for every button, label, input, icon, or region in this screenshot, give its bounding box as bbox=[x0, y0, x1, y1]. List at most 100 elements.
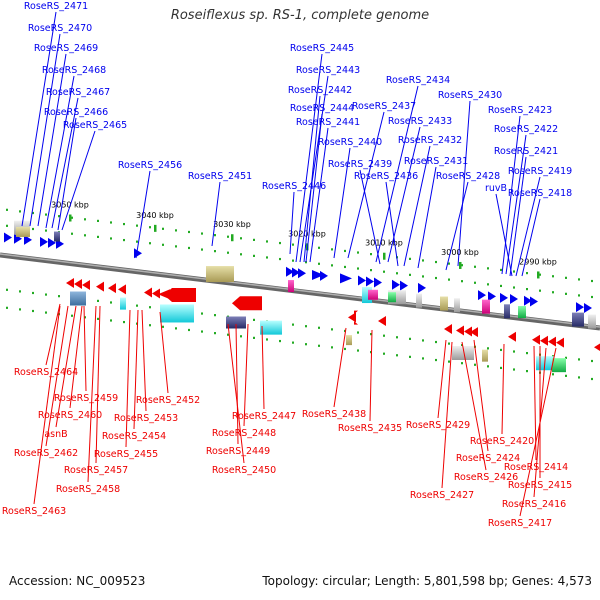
forward-gene-label: ruvB bbox=[485, 183, 507, 194]
reverse-gene-label: RoseRS_2426 bbox=[454, 472, 518, 483]
kbp-label: 3040 kbp bbox=[136, 211, 174, 220]
track-dot bbox=[461, 344, 463, 347]
track-dot bbox=[526, 287, 528, 291]
track-dot bbox=[344, 265, 346, 269]
leader-line bbox=[509, 156, 527, 277]
feature-box bbox=[362, 287, 372, 304]
leader-line bbox=[211, 181, 221, 247]
forward-gene-arrow bbox=[320, 270, 328, 281]
track-dot bbox=[214, 314, 216, 317]
leader-line bbox=[495, 193, 513, 277]
leader-line bbox=[45, 305, 69, 447]
track-dot bbox=[292, 259, 294, 262]
track-dot bbox=[318, 326, 320, 329]
forward-gene-label: RoseRS_2444 bbox=[290, 103, 354, 114]
track-dot bbox=[487, 365, 489, 368]
feature-box bbox=[572, 312, 584, 327]
track-dot bbox=[6, 224, 8, 227]
forward-gene-label: RoseRS_2436 bbox=[354, 171, 418, 182]
reverse-gene-arrow bbox=[82, 279, 90, 290]
track-dot bbox=[32, 211, 34, 215]
leader-line bbox=[385, 181, 399, 267]
forward-gene-label: RoseRS_2430 bbox=[438, 90, 502, 101]
track-dot bbox=[565, 276, 567, 279]
track-dot bbox=[500, 268, 502, 272]
track-dot bbox=[591, 359, 593, 363]
forward-gene-arrow bbox=[392, 279, 400, 290]
forward-gene-label: RoseRS_2442 bbox=[288, 85, 352, 96]
leader-line bbox=[521, 198, 541, 277]
leader-line bbox=[235, 323, 239, 445]
track-dot bbox=[292, 243, 294, 246]
track-dot bbox=[500, 348, 502, 352]
leader-line bbox=[261, 325, 265, 410]
reverse-gene-label: RoseRS_2462 bbox=[14, 448, 78, 459]
track-dot bbox=[370, 351, 372, 354]
track-dot bbox=[45, 311, 47, 314]
feature-box bbox=[504, 304, 510, 319]
feature-box bbox=[260, 320, 282, 335]
track-dot bbox=[136, 240, 138, 243]
reverse-gene-arrow bbox=[548, 336, 556, 347]
track-dot bbox=[409, 355, 411, 358]
track-dot bbox=[578, 376, 580, 379]
forward-gene-arrow bbox=[400, 280, 408, 291]
forward-gene-arrow bbox=[576, 302, 584, 313]
reverse-gene-arrow bbox=[108, 283, 116, 294]
reverse-gene-arrow bbox=[532, 334, 540, 345]
track-dot bbox=[552, 291, 554, 294]
reverse-gene-label: RoseRS_2454 bbox=[102, 431, 166, 442]
leader-line bbox=[133, 309, 139, 430]
leader-line bbox=[347, 111, 385, 259]
track-dot bbox=[136, 322, 138, 325]
track-dot bbox=[513, 368, 515, 371]
track-dot bbox=[227, 251, 229, 254]
track-dot bbox=[227, 235, 229, 238]
track-dot bbox=[383, 270, 385, 273]
track-dot bbox=[318, 262, 320, 265]
forward-gene-arrow bbox=[418, 282, 426, 293]
track-dot bbox=[305, 325, 307, 328]
reverse-gene-arrow bbox=[556, 337, 564, 348]
track-dot bbox=[448, 278, 450, 281]
reverse-gene-arrow bbox=[164, 287, 196, 302]
forward-gene-arrow bbox=[134, 248, 142, 259]
track-dot bbox=[370, 333, 372, 336]
track-dot bbox=[19, 290, 21, 293]
track-dot bbox=[292, 341, 294, 344]
feature-box bbox=[388, 292, 396, 303]
track-dot bbox=[71, 314, 73, 317]
track-dot bbox=[45, 229, 47, 232]
kbp-label: 2990 kbp bbox=[519, 257, 557, 266]
track-dot bbox=[487, 267, 489, 270]
forward-gene-label: RoseRS_2437 bbox=[352, 101, 416, 112]
leader-line bbox=[125, 309, 131, 448]
track-dot bbox=[6, 306, 8, 309]
leader-line bbox=[501, 343, 505, 435]
reverse-gene-label: RoseRS_2417 bbox=[488, 518, 552, 529]
track-dot bbox=[344, 329, 346, 333]
forward-gene-label: RoseRS_2441 bbox=[296, 117, 360, 128]
track-dot bbox=[474, 265, 476, 268]
track-dot bbox=[58, 215, 60, 218]
kbp-tick bbox=[154, 224, 157, 232]
track-dot bbox=[513, 350, 515, 353]
track-dot bbox=[214, 250, 216, 253]
track-dot bbox=[32, 227, 34, 231]
leader-line bbox=[387, 126, 421, 263]
leader-line bbox=[461, 341, 487, 471]
track-dot bbox=[513, 270, 515, 273]
forward-gene-label: RoseRS_2421 bbox=[494, 146, 558, 157]
genome-backbone bbox=[0, 252, 600, 331]
forward-gene-arrow bbox=[524, 295, 532, 306]
forward-gene-arrow bbox=[298, 268, 306, 279]
track-dot bbox=[409, 257, 411, 260]
feature-box bbox=[54, 231, 60, 242]
kbp-label: 3030 kbp bbox=[213, 220, 251, 229]
leader-line bbox=[515, 176, 541, 277]
forward-gene-label: RoseRS_2422 bbox=[494, 124, 558, 135]
track-dot bbox=[318, 344, 320, 347]
leader-line bbox=[375, 85, 419, 263]
reverse-gene-arrow bbox=[540, 335, 548, 346]
